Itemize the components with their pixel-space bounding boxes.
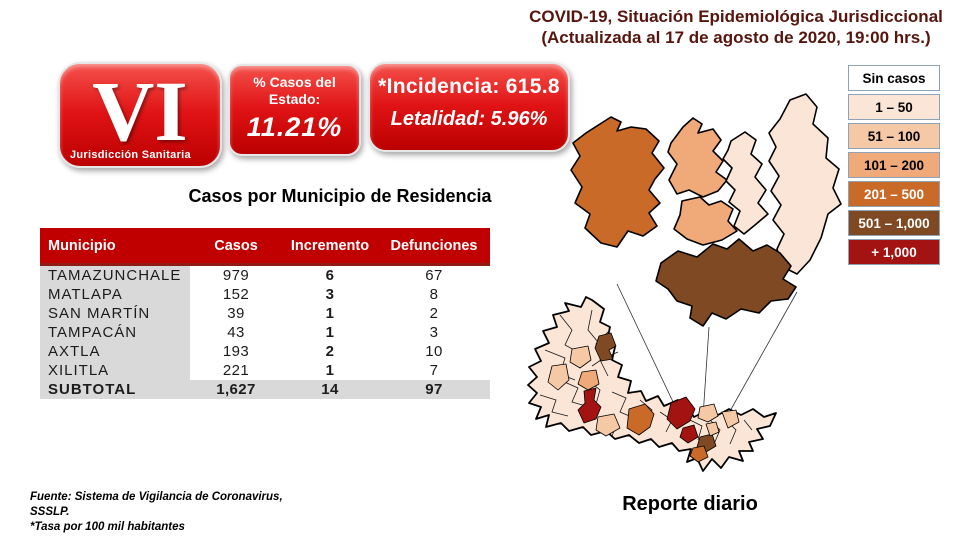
cell-casos: 39 bbox=[227, 305, 245, 322]
cell-incremento: 6 bbox=[325, 267, 335, 284]
state-vi-cluster-peach bbox=[705, 421, 720, 437]
legend-item-101-200: 101 – 200 bbox=[848, 152, 940, 178]
source-note-line2: SSSLP. bbox=[30, 506, 70, 518]
legend-item-201-500: 201 – 500 bbox=[848, 181, 940, 207]
legend-item-501-1000: 501 – 1,000 bbox=[848, 210, 940, 236]
jurisdiction-map bbox=[570, 93, 842, 327]
map-region-matlapa bbox=[673, 196, 738, 246]
table-row: TAMAZUNCHALE 979 6 67 bbox=[40, 264, 490, 285]
state-percentage-value: 11.21% bbox=[246, 112, 343, 142]
cell-defunciones: 3 bbox=[429, 324, 439, 341]
incidence-badge: *Incidencia: 615.8 Letalidad: 5.96% bbox=[368, 62, 570, 152]
column-header-incremento: Incremento bbox=[282, 228, 378, 266]
state-patch-peach bbox=[547, 363, 570, 391]
state-percentage-label-2: Estado: bbox=[268, 91, 321, 107]
state-patch-orange bbox=[626, 403, 655, 436]
table-header-row: Municipio Casos Incremento Defunciones bbox=[40, 228, 490, 266]
cell-subtotal-defunciones: 97 bbox=[378, 380, 490, 399]
cell-incremento: 2 bbox=[325, 343, 335, 360]
state-patch-red-valles bbox=[666, 396, 696, 430]
source-note: Fuente: Sistema de Vigilancia de Coronav… bbox=[30, 490, 283, 535]
report-title-line2: (Actualizada al 17 de agosto de 2020, 19… bbox=[541, 28, 931, 47]
cell-casos: 979 bbox=[222, 267, 250, 284]
legend-item-51-100: 51 – 100 bbox=[848, 123, 940, 149]
table-row: MATLAPA 152 3 8 bbox=[40, 285, 490, 304]
column-header-casos: Casos bbox=[190, 228, 282, 266]
report-title-line1: COVID-19, Situación Epidemiológica Juris… bbox=[529, 7, 943, 26]
cell-subtotal-casos: 1,627 bbox=[190, 380, 282, 399]
state-patch-peach bbox=[569, 345, 592, 369]
jurisdiction-badge: VI Jurisdicción Sanitaria bbox=[58, 62, 222, 168]
cell-casos: 221 bbox=[222, 362, 250, 379]
cell-municipio: TAMAZUNCHALE bbox=[40, 264, 190, 285]
legend-item-1-50: 1 – 50 bbox=[848, 94, 940, 120]
map-caption: Reporte diario bbox=[622, 493, 758, 515]
table-row: TAMPACÁN 43 1 3 bbox=[40, 323, 490, 342]
incidence-value: *Incidencia: 615.8 bbox=[378, 75, 560, 98]
cell-casos: 193 bbox=[222, 343, 250, 360]
state-vi-cluster-orange bbox=[689, 445, 709, 463]
cell-municipio: MATLAPA bbox=[40, 285, 190, 304]
cases-table: Municipio Casos Incremento Defunciones T… bbox=[40, 228, 490, 399]
cell-incremento: 1 bbox=[325, 362, 335, 379]
cell-casos: 152 bbox=[222, 286, 250, 303]
cell-municipio: TAMPACÁN bbox=[40, 323, 190, 342]
lethality-value: Letalidad: 5.96% bbox=[390, 108, 548, 130]
cell-defunciones: 7 bbox=[429, 362, 439, 379]
map-region-axtla bbox=[667, 117, 728, 198]
state-patch-brown bbox=[594, 332, 617, 362]
cell-incremento: 3 bbox=[325, 286, 335, 303]
choropleth-map bbox=[527, 93, 842, 472]
source-note-line1: Fuente: Sistema de Vigilancia de Coronav… bbox=[30, 491, 283, 503]
state-patch-peach bbox=[721, 409, 740, 429]
state-outline bbox=[527, 296, 777, 472]
legend-item-sin-casos: Sin casos bbox=[848, 65, 940, 91]
cell-incremento: 1 bbox=[325, 324, 335, 341]
state-patch-peach bbox=[595, 413, 621, 437]
map-region-san-martin bbox=[768, 93, 842, 275]
cell-subtotal-label: SUBTOTAL bbox=[40, 380, 190, 399]
cell-municipio: SAN MARTÍN bbox=[40, 304, 190, 323]
table-row: XILITLA 221 1 7 bbox=[40, 361, 490, 380]
state-percentage-label-1: % Casos del bbox=[253, 74, 336, 90]
state-percentage-badge: % Casos del Estado: 11.21% bbox=[228, 64, 361, 156]
legend-item-1000-plus: + 1,000 bbox=[848, 239, 940, 265]
cell-defunciones: 10 bbox=[425, 343, 443, 360]
map-region-tamazunchale bbox=[655, 238, 797, 327]
state-patch-peach bbox=[697, 403, 719, 423]
state-patch-peach bbox=[577, 369, 600, 391]
cell-municipio: AXTLA bbox=[40, 342, 190, 361]
column-header-municipio: Municipio bbox=[40, 228, 190, 266]
column-header-defunciones: Defunciones bbox=[378, 228, 490, 266]
cell-incremento: 1 bbox=[325, 305, 335, 322]
state-map bbox=[527, 296, 777, 472]
source-note-line3: *Tasa por 100 mil habitantes bbox=[30, 521, 185, 533]
jurisdiction-numeral: VI bbox=[92, 63, 188, 159]
table-subtotal-row: SUBTOTAL 1,627 14 97 bbox=[40, 380, 490, 399]
state-vi-cluster-red bbox=[679, 424, 699, 444]
cell-defunciones: 67 bbox=[425, 267, 443, 284]
cell-defunciones: 8 bbox=[429, 286, 439, 303]
cell-subtotal-incremento: 14 bbox=[282, 380, 378, 399]
report-title: COVID-19, Situación Epidemiológica Juris… bbox=[510, 6, 962, 48]
cell-municipio: XILITLA bbox=[40, 361, 190, 380]
map-region-xilitla bbox=[570, 116, 665, 248]
table-row: SAN MARTÍN 39 1 2 bbox=[40, 304, 490, 323]
map-region-tampacan bbox=[722, 131, 769, 235]
state-patch-red-capital bbox=[577, 387, 602, 424]
cell-casos: 43 bbox=[227, 324, 245, 341]
table-row: AXTLA 193 2 10 bbox=[40, 342, 490, 361]
jurisdiction-label: Jurisdicción Sanitaria bbox=[70, 149, 191, 161]
table-title: Casos por Municipio de Residencia bbox=[188, 186, 492, 206]
map-legend: Sin casos 1 – 50 51 – 100 101 – 200 201 … bbox=[848, 65, 940, 268]
cell-defunciones: 2 bbox=[429, 305, 439, 322]
